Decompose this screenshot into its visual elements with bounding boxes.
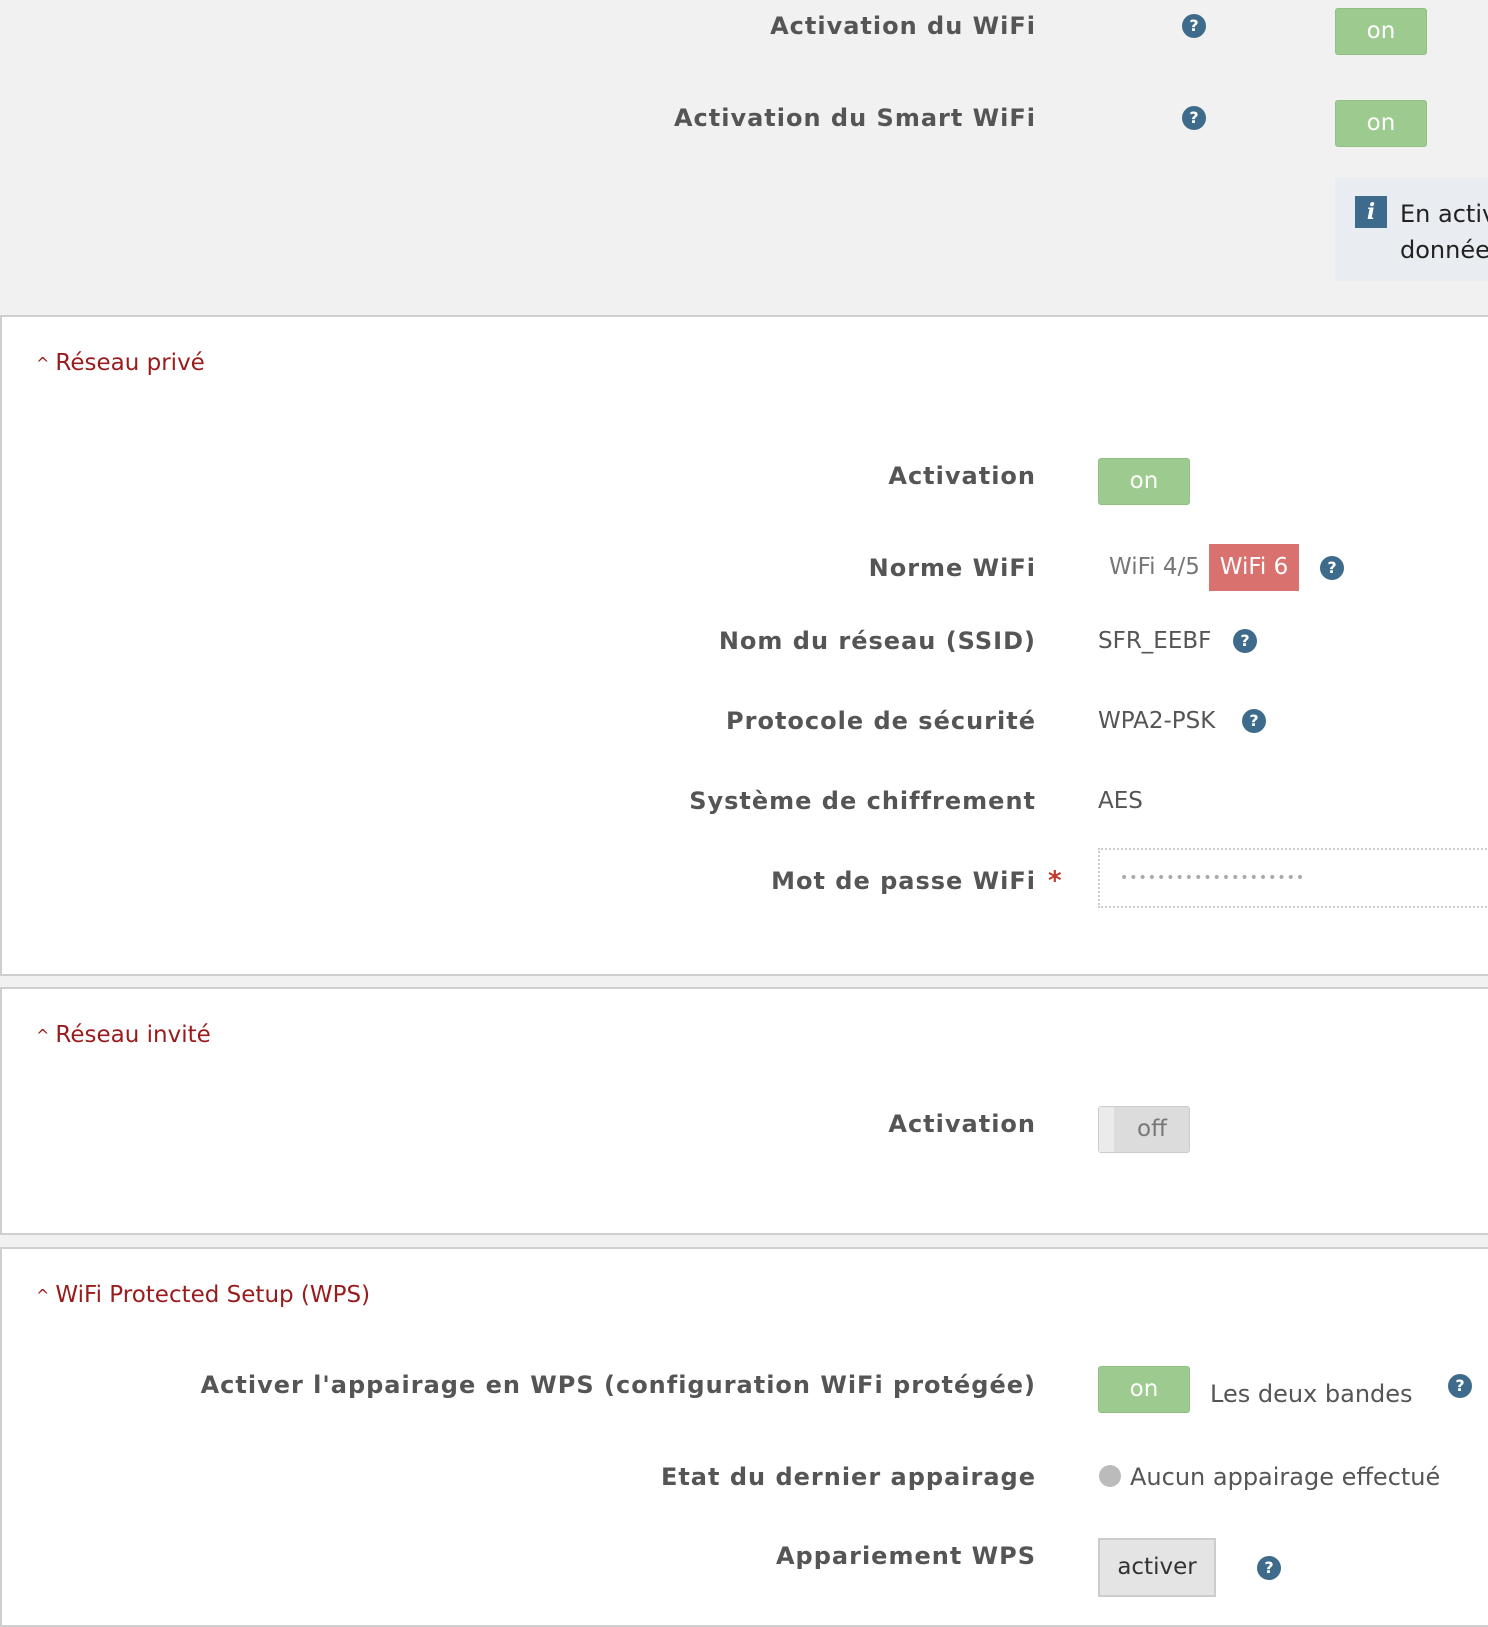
private-activation-toggle[interactable]: on [1098,458,1190,505]
activation-label: Activation [888,1110,1036,1138]
wifi-activation-label: Activation du WiFi [770,12,1036,40]
activer-button[interactable]: activer [1098,1538,1216,1597]
section-title: Réseau invité [55,1022,211,1048]
info-icon: i [1355,196,1387,228]
help-icon[interactable]: ? [1448,1374,1472,1398]
bands-value: Les deux bandes [1210,1380,1413,1408]
guest-network-header[interactable]: ^ Réseau invité [36,1022,211,1048]
chevron-up-icon: ^ [36,1026,50,1045]
wps-pairing-label: Activer l'appairage en WPS (configuratio… [200,1371,1036,1399]
option-wifi-6-selected[interactable]: WiFi 6 [1209,544,1299,591]
norme-wifi-label: Norme WiFi [868,554,1036,582]
private-network-header[interactable]: ^ Réseau privé [36,350,205,376]
info-box: i En activ donnée [1335,178,1488,281]
help-icon[interactable]: ? [1182,106,1206,130]
password-input[interactable]: •••••••••••••••••••• [1098,848,1488,908]
chevron-up-icon: ^ [36,1286,50,1305]
chevron-up-icon: ^ [36,354,50,373]
status-dot-icon [1099,1465,1121,1487]
help-icon[interactable]: ? [1242,709,1266,733]
protocol-value: WPA2-PSK [1098,708,1216,734]
wps-pairing-toggle[interactable]: on [1098,1366,1190,1413]
ssid-value: SFR_EEBF [1098,628,1212,654]
protocol-label: Protocole de sécurité [726,707,1036,735]
required-asterisk: * [1048,866,1062,896]
wps-appariement-label: Appariement WPS [775,1542,1036,1570]
guest-network-panel [0,987,1488,1235]
activation-label: Activation [888,462,1036,490]
help-icon[interactable]: ? [1257,1556,1281,1580]
smart-wifi-activation-label: Activation du Smart WiFi [673,104,1036,132]
section-title: Réseau privé [55,350,205,376]
password-label: Mot de passe WiFi [771,867,1036,895]
last-pairing-value: Aucun appairage effectué [1130,1463,1441,1491]
last-pairing-label: Etat du dernier appairage [660,1463,1036,1491]
info-text-line1: En activ [1400,200,1488,228]
help-icon[interactable]: ? [1320,556,1344,580]
wps-panel [0,1247,1488,1627]
wifi-activation-toggle[interactable]: on [1335,8,1427,55]
help-icon[interactable]: ? [1182,14,1206,38]
cipher-label: Système de chiffrement [689,787,1036,815]
ssid-label: Nom du réseau (SSID) [718,627,1036,655]
wps-header[interactable]: ^ WiFi Protected Setup (WPS) [36,1282,370,1308]
info-text-line2: donnée [1400,236,1488,264]
option-wifi-4-5[interactable]: WiFi 4/5 [1109,554,1200,580]
smart-wifi-activation-toggle[interactable]: on [1335,100,1427,147]
section-title: WiFi Protected Setup (WPS) [55,1282,371,1308]
guest-activation-toggle[interactable]: off [1098,1106,1190,1153]
help-icon[interactable]: ? [1233,629,1257,653]
cipher-value: AES [1098,788,1143,814]
